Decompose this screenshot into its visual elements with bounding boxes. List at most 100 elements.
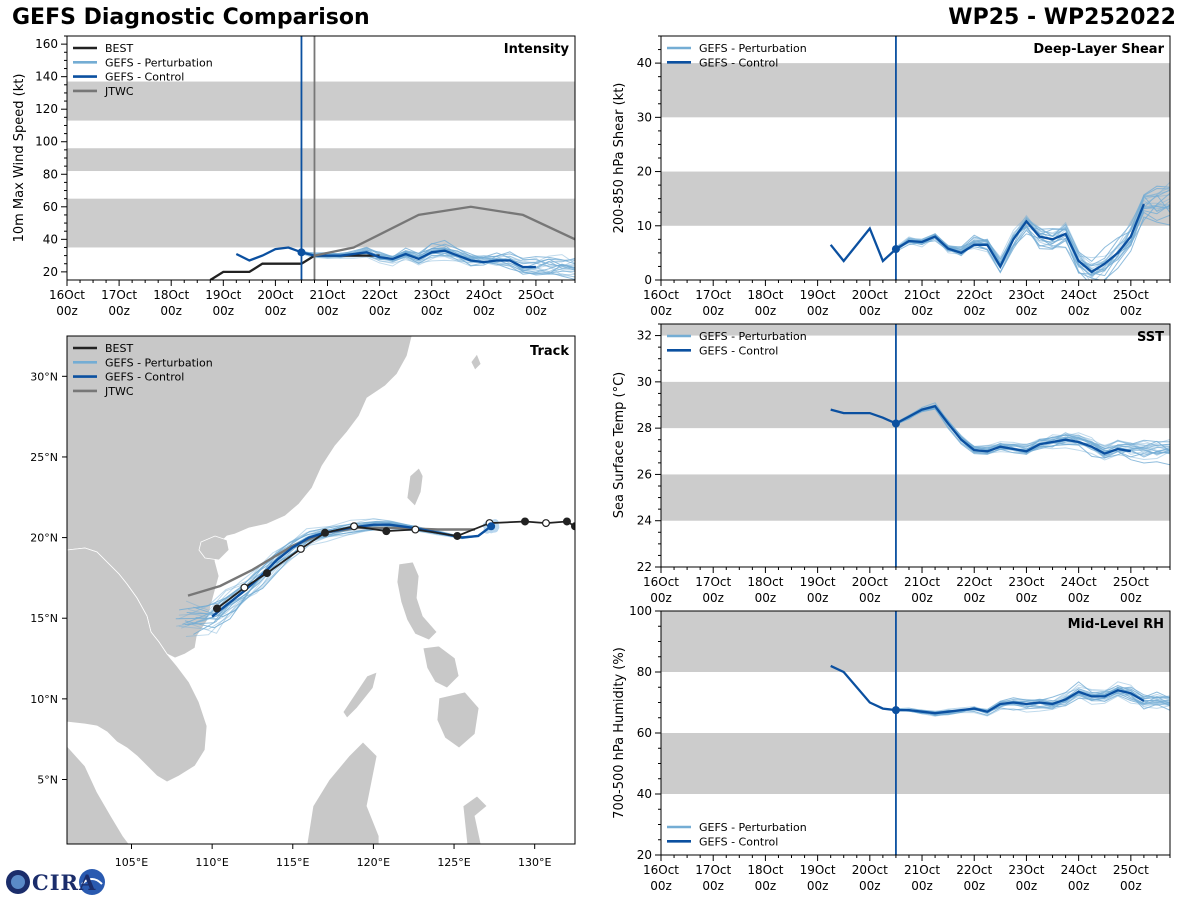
track-best-point (521, 517, 530, 526)
rh-band-1 (661, 611, 1170, 672)
intensity-band-0 (67, 198, 575, 248)
y-tick-label: 24 (637, 514, 652, 528)
shear-panel: 16Oct 00z 17Oct 00z 18Oct 00z 19Oct 00z 20Oct 00z… (612, 35, 1171, 318)
legend-label: GEFS - Control (699, 344, 778, 357)
track-lon-label: 120°E (357, 856, 390, 869)
sst-ylabel: Sea Surface Temp (°C) (612, 372, 627, 519)
legend-label: GEFS - Perturbation (105, 356, 213, 369)
land-mask (67, 336, 488, 844)
track-lon-label: 125°E (437, 856, 470, 869)
x-tick-label: 17Oct 00z (695, 863, 731, 893)
x-tick-label: 21Oct 00z (904, 288, 940, 318)
luzon-shape (396, 561, 438, 641)
x-tick-label: 25Oct 00z (1113, 863, 1149, 893)
intensity-panel: 16Oct 00z 17Oct 00z 18Oct 00z 19Oct 00z 20Oct 00z… (12, 35, 576, 318)
x-tick-label: 16Oct 00z (643, 863, 679, 893)
cira-logo-graphic (6, 869, 105, 895)
track-best-point (212, 604, 221, 613)
track-best-point (411, 525, 420, 534)
track-lat-label: 5°N (37, 773, 58, 786)
x-tick-label: 20Oct 00z (852, 288, 888, 318)
x-tick-label: 24Oct 00z (1061, 288, 1097, 318)
intensity-jtwc-line (314, 205, 575, 257)
x-tick-label: 21Oct 00z (904, 575, 940, 605)
shear-perturbation-line (895, 205, 1170, 280)
x-tick-label: 19Oct 00z (800, 575, 836, 605)
x-tick-label: 19Oct 00z (205, 288, 241, 318)
y-tick-label: 80 (637, 665, 652, 679)
legend-label: GEFS - Control (699, 835, 778, 848)
intensity-band-1 (67, 148, 575, 172)
sst-current-point (891, 419, 900, 428)
japan-islands-shape (470, 353, 482, 371)
y-tick-label: 30 (637, 375, 652, 389)
legend-label: JTWC (104, 385, 134, 398)
y-tick-label: 30 (637, 110, 652, 124)
borneo-shape (306, 741, 380, 844)
legend-label: BEST (105, 342, 133, 355)
track-lon-label: 110°E (195, 856, 228, 869)
x-tick-label: 23Oct 00z (1008, 575, 1044, 605)
track-best-point (296, 544, 305, 553)
track-lat-label: 25°N (30, 451, 58, 464)
x-tick-label: 21Oct 00z (904, 863, 940, 893)
intensity-best-line (209, 254, 380, 280)
track-control-current-point (487, 522, 496, 531)
shear-ylabel: 200-850 hPa Shear (kt) (612, 83, 627, 234)
x-tick-label: 20Oct 00z (852, 863, 888, 893)
y-tick-label: 28 (637, 421, 652, 435)
rh-ylabel: 700-500 hPa Humidity (%) (612, 647, 627, 819)
x-tick-label: 23Oct 00z (414, 288, 450, 318)
x-tick-label: 24Oct 00z (1061, 575, 1097, 605)
x-tick-label: 22Oct 00z (956, 575, 992, 605)
y-tick-label: 140 (35, 70, 58, 84)
x-tick-label: 24Oct 00z (1061, 863, 1097, 893)
sst-band-2 (661, 324, 1170, 336)
y-tick-label: 10 (637, 219, 652, 233)
intensity-band-2 (67, 81, 575, 121)
legend-label: GEFS - Control (699, 56, 778, 69)
palawan-shape (342, 671, 378, 719)
intensity-title: Intensity (504, 42, 570, 57)
sst-panel: 16Oct 00z 17Oct 00z 18Oct 00z 19Oct 00z 20Oct 00z… (612, 323, 1171, 605)
x-tick-label: 17Oct 00z (695, 288, 731, 318)
y-tick-label: 100 (629, 604, 652, 618)
x-tick-label: 23Oct 00z (1008, 288, 1044, 318)
x-tick-label: 18Oct 00z (153, 288, 189, 318)
legend-label: BEST (105, 42, 133, 55)
track-lat-label: 10°N (30, 693, 58, 706)
track-best-point (382, 527, 391, 536)
x-tick-label: 25Oct 00z (1113, 575, 1149, 605)
y-tick-label: 60 (637, 726, 652, 740)
y-tick-label: 20 (637, 165, 652, 179)
shear-band-1 (661, 63, 1170, 118)
rh-band-0 (661, 733, 1170, 794)
intensity-gefs-control-line (235, 246, 536, 269)
x-tick-label: 20Oct 00z (257, 288, 293, 318)
track-panel: 105°E 110°E 115°E 120°E 125°E 130°E 5°N 10°N 15°… (30, 335, 576, 869)
track-best-point (453, 531, 462, 540)
x-tick-label: 18Oct 00z (747, 575, 783, 605)
mindanao-shape (436, 691, 480, 749)
y-tick-label: 32 (637, 329, 652, 343)
rh-panel: 16Oct 00z 17Oct 00z 18Oct 00z 19Oct 00z 20Oct 00z… (612, 604, 1171, 893)
track-best-point (321, 528, 330, 537)
storm-id: WP25 - WP252022 (948, 5, 1176, 30)
y-tick-label: 40 (637, 787, 652, 801)
track-best-point (350, 522, 359, 531)
sst-title: SST (1137, 330, 1164, 345)
track-lon-label: 115°E (276, 856, 309, 869)
track-best-point (541, 519, 550, 528)
legend-label: GEFS - Perturbation (699, 42, 807, 55)
cira-logo-text: CIRA (32, 870, 97, 895)
taiwan-shape (406, 467, 424, 507)
legend-label: JTWC (104, 85, 134, 98)
x-tick-label: 19Oct 00z (800, 863, 836, 893)
y-tick-label: 120 (35, 102, 58, 116)
x-tick-label: 17Oct 00z (101, 288, 137, 318)
x-tick-label: 16Oct 00z (49, 288, 85, 318)
track-lon-label: 130°E (518, 856, 551, 869)
y-tick-label: 100 (35, 135, 58, 149)
legend-label: GEFS - Perturbation (105, 56, 213, 69)
